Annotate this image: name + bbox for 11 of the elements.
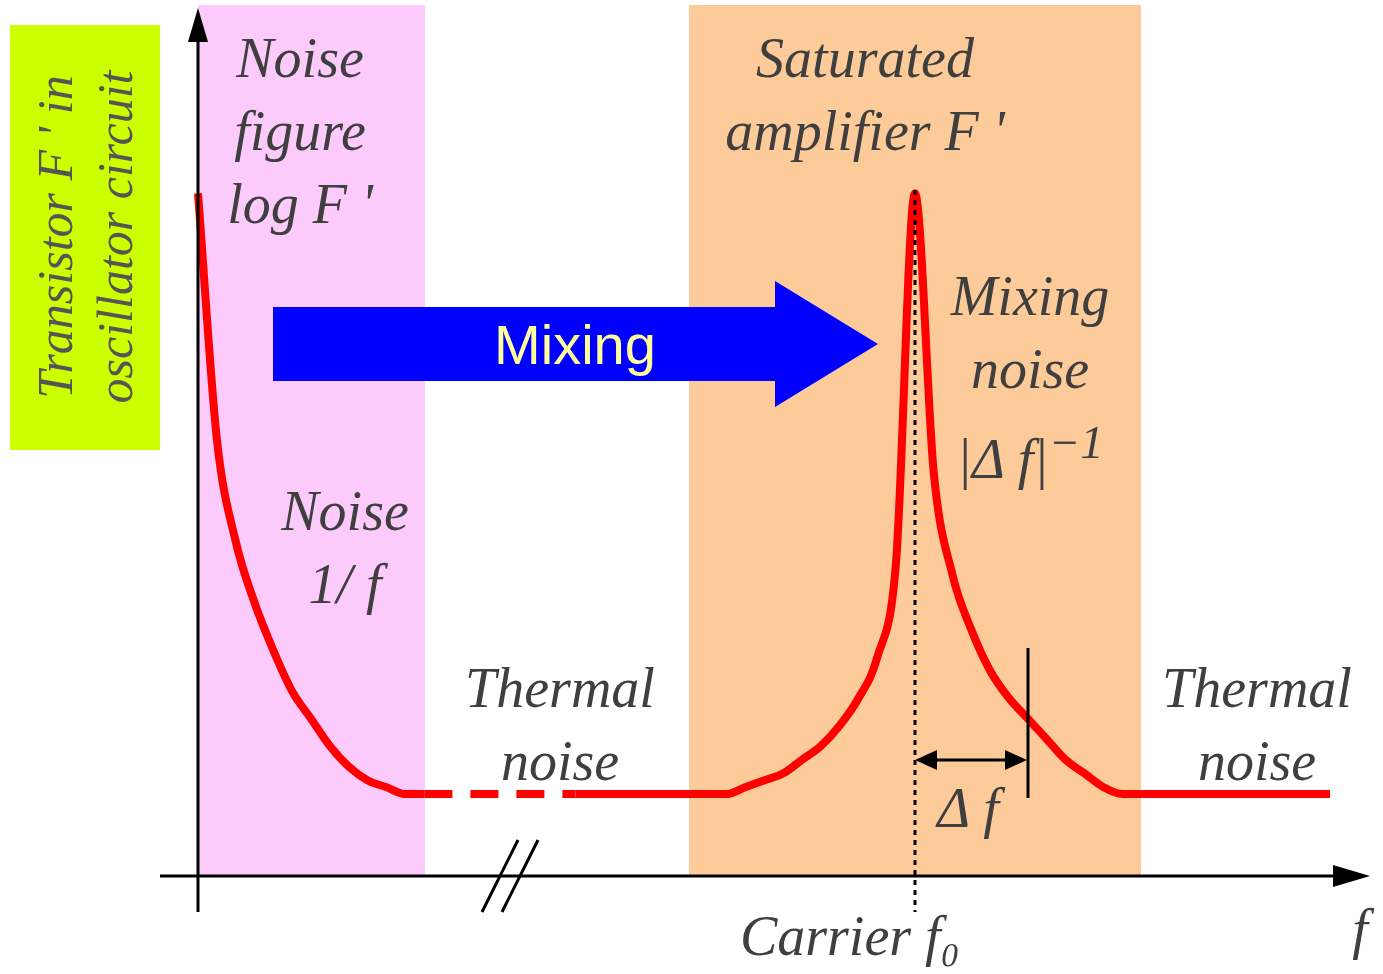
annotation: Δ f bbox=[934, 776, 1006, 841]
annotation: Mixing bbox=[493, 312, 657, 378]
x-axis-title: f bbox=[1352, 898, 1376, 960]
annotation: Noise 1/ f bbox=[280, 479, 410, 617]
annotation: Thermal noise bbox=[464, 656, 656, 794]
text: Carrier f₀ bbox=[738, 904, 962, 969]
y-axis-title: Transistor F ' in oscillator circuit bbox=[26, 68, 144, 406]
annotation: Noise figure log F ' bbox=[227, 27, 373, 235]
text: Saturated amplifier F ' bbox=[724, 26, 1007, 164]
annotation: Thermal noise bbox=[1161, 656, 1353, 794]
annotation: Mixing noise |Δ f|$^{−1}$ bbox=[949, 264, 1111, 492]
